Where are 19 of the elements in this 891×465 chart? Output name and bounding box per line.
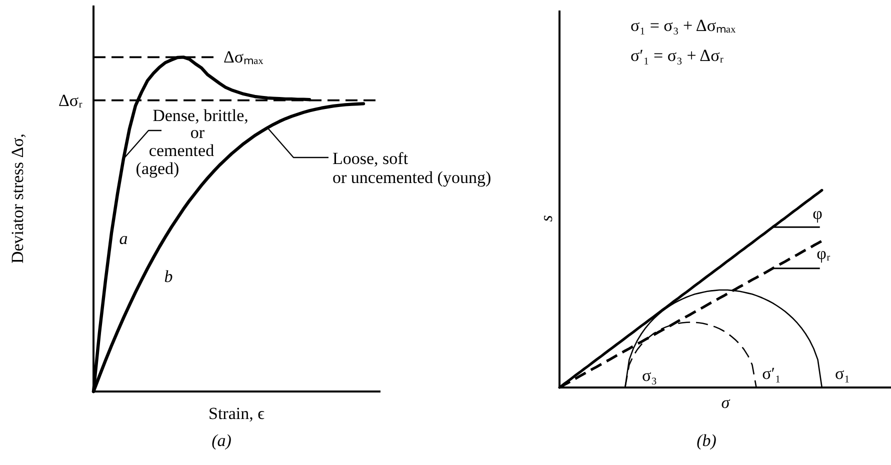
series-label: b <box>164 267 173 286</box>
y-axis-title: Deviator stress Δσ, <box>8 133 27 264</box>
series-label: a <box>119 229 128 248</box>
text: σ′₁ = σ₃ + Δσᵣ <box>630 46 724 65</box>
annotation: σ′₁ <box>762 364 781 383</box>
x-axis-title: Strain, ϵ <box>208 404 265 423</box>
ref-line-label: Δσᵣ <box>58 90 83 110</box>
x-axis-title: σ <box>721 393 730 412</box>
text: (a) <box>212 431 232 450</box>
ref-line-label: Δσₘₐₓ <box>224 48 264 67</box>
annotation: φ <box>812 204 823 223</box>
text: σ₁ = σ₃ + Δσₘₐₓ <box>630 16 736 35</box>
annotation: φᵣ <box>816 244 830 263</box>
annotation: σ₃ <box>642 366 658 385</box>
annotation: σ₁ <box>834 364 850 383</box>
annotation: Dense, brittle, or cemented (aged) <box>136 106 248 178</box>
y-axis-title: s <box>537 214 556 222</box>
annotation: Loose, soft or uncemented (young) <box>332 149 492 187</box>
text: (b) <box>696 431 717 450</box>
